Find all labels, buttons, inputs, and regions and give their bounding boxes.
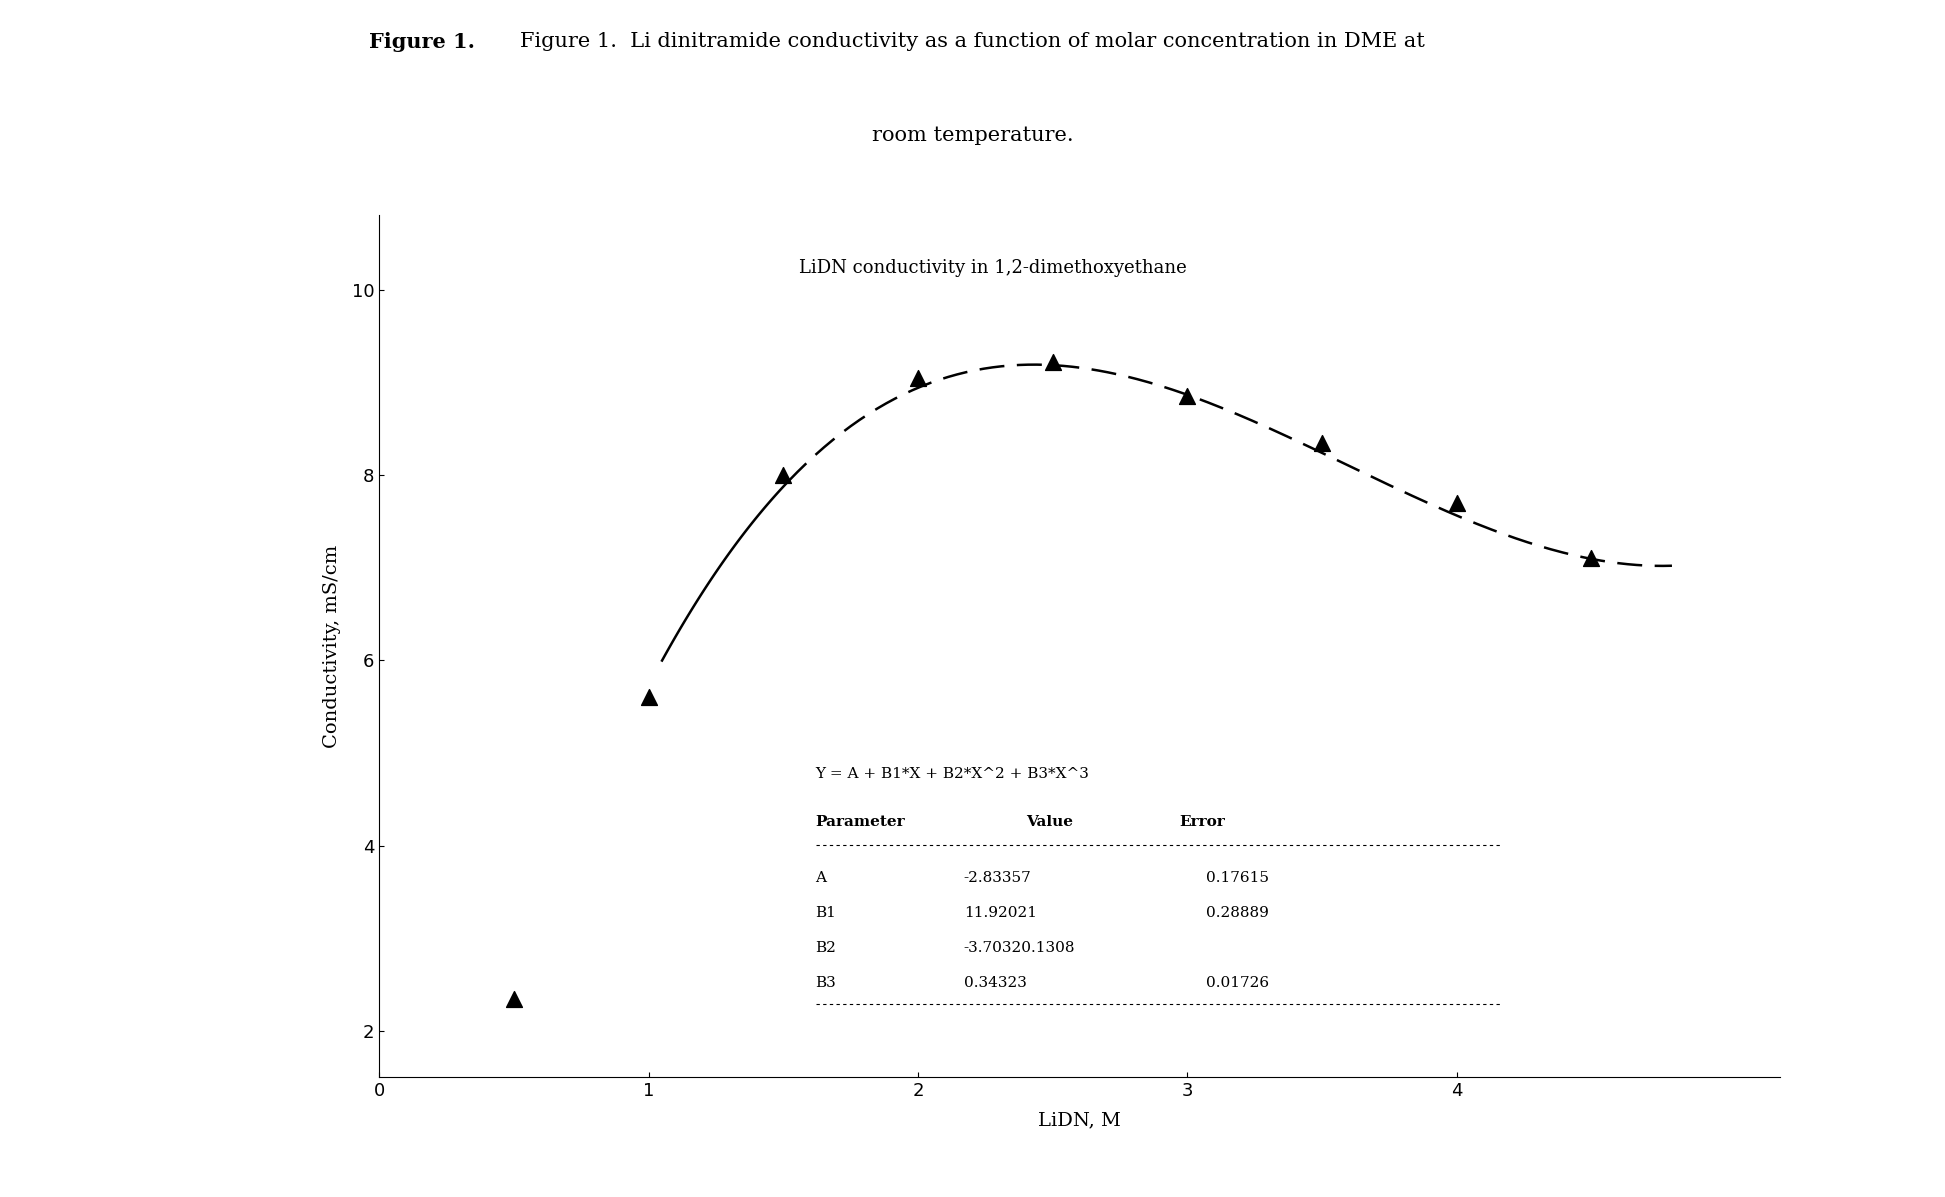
Y-axis label: Conductivity, mS/cm: Conductivity, mS/cm (323, 545, 340, 748)
Text: Figure 1.  Li dinitramide conductivity as a function of molar concentration in D: Figure 1. Li dinitramide conductivity as… (519, 32, 1426, 51)
Point (498, 989, 529, 1008)
Text: 0.17615: 0.17615 (1206, 870, 1268, 885)
Text: Value: Value (1025, 815, 1072, 830)
Text: B3: B3 (815, 977, 836, 990)
Text: room temperature.: room temperature. (871, 126, 1074, 145)
Point (1171, 387, 1202, 406)
Text: Y = A + B1*X + B2*X^2 + B3*X^3: Y = A + B1*X + B2*X^2 + B3*X^3 (815, 767, 1089, 780)
Point (768, 466, 799, 485)
Text: LiDN conductivity in 1,2-dimethoxyethane: LiDN conductivity in 1,2-dimethoxyethane (799, 259, 1186, 277)
Point (1441, 493, 1472, 512)
Point (1575, 548, 1607, 567)
Point (902, 367, 934, 387)
Text: 0.01726: 0.01726 (1206, 977, 1270, 990)
Text: Error: Error (1179, 815, 1225, 830)
Point (1037, 352, 1068, 371)
Text: B1: B1 (815, 906, 836, 919)
Point (1307, 433, 1338, 452)
Text: 0.28889: 0.28889 (1206, 906, 1268, 919)
Point (632, 688, 663, 707)
X-axis label: LiDN, M: LiDN, M (1039, 1111, 1120, 1129)
Text: -2.83357: -2.83357 (963, 870, 1031, 885)
Text: B2: B2 (815, 941, 836, 955)
Text: A: A (815, 870, 827, 885)
Text: -3.70320.1308: -3.70320.1308 (963, 941, 1076, 955)
Text: 0.34323: 0.34323 (963, 977, 1027, 990)
Text: 11.92021: 11.92021 (963, 906, 1037, 919)
Text: Figure 1.: Figure 1. (370, 32, 475, 53)
Text: Parameter: Parameter (815, 815, 904, 830)
